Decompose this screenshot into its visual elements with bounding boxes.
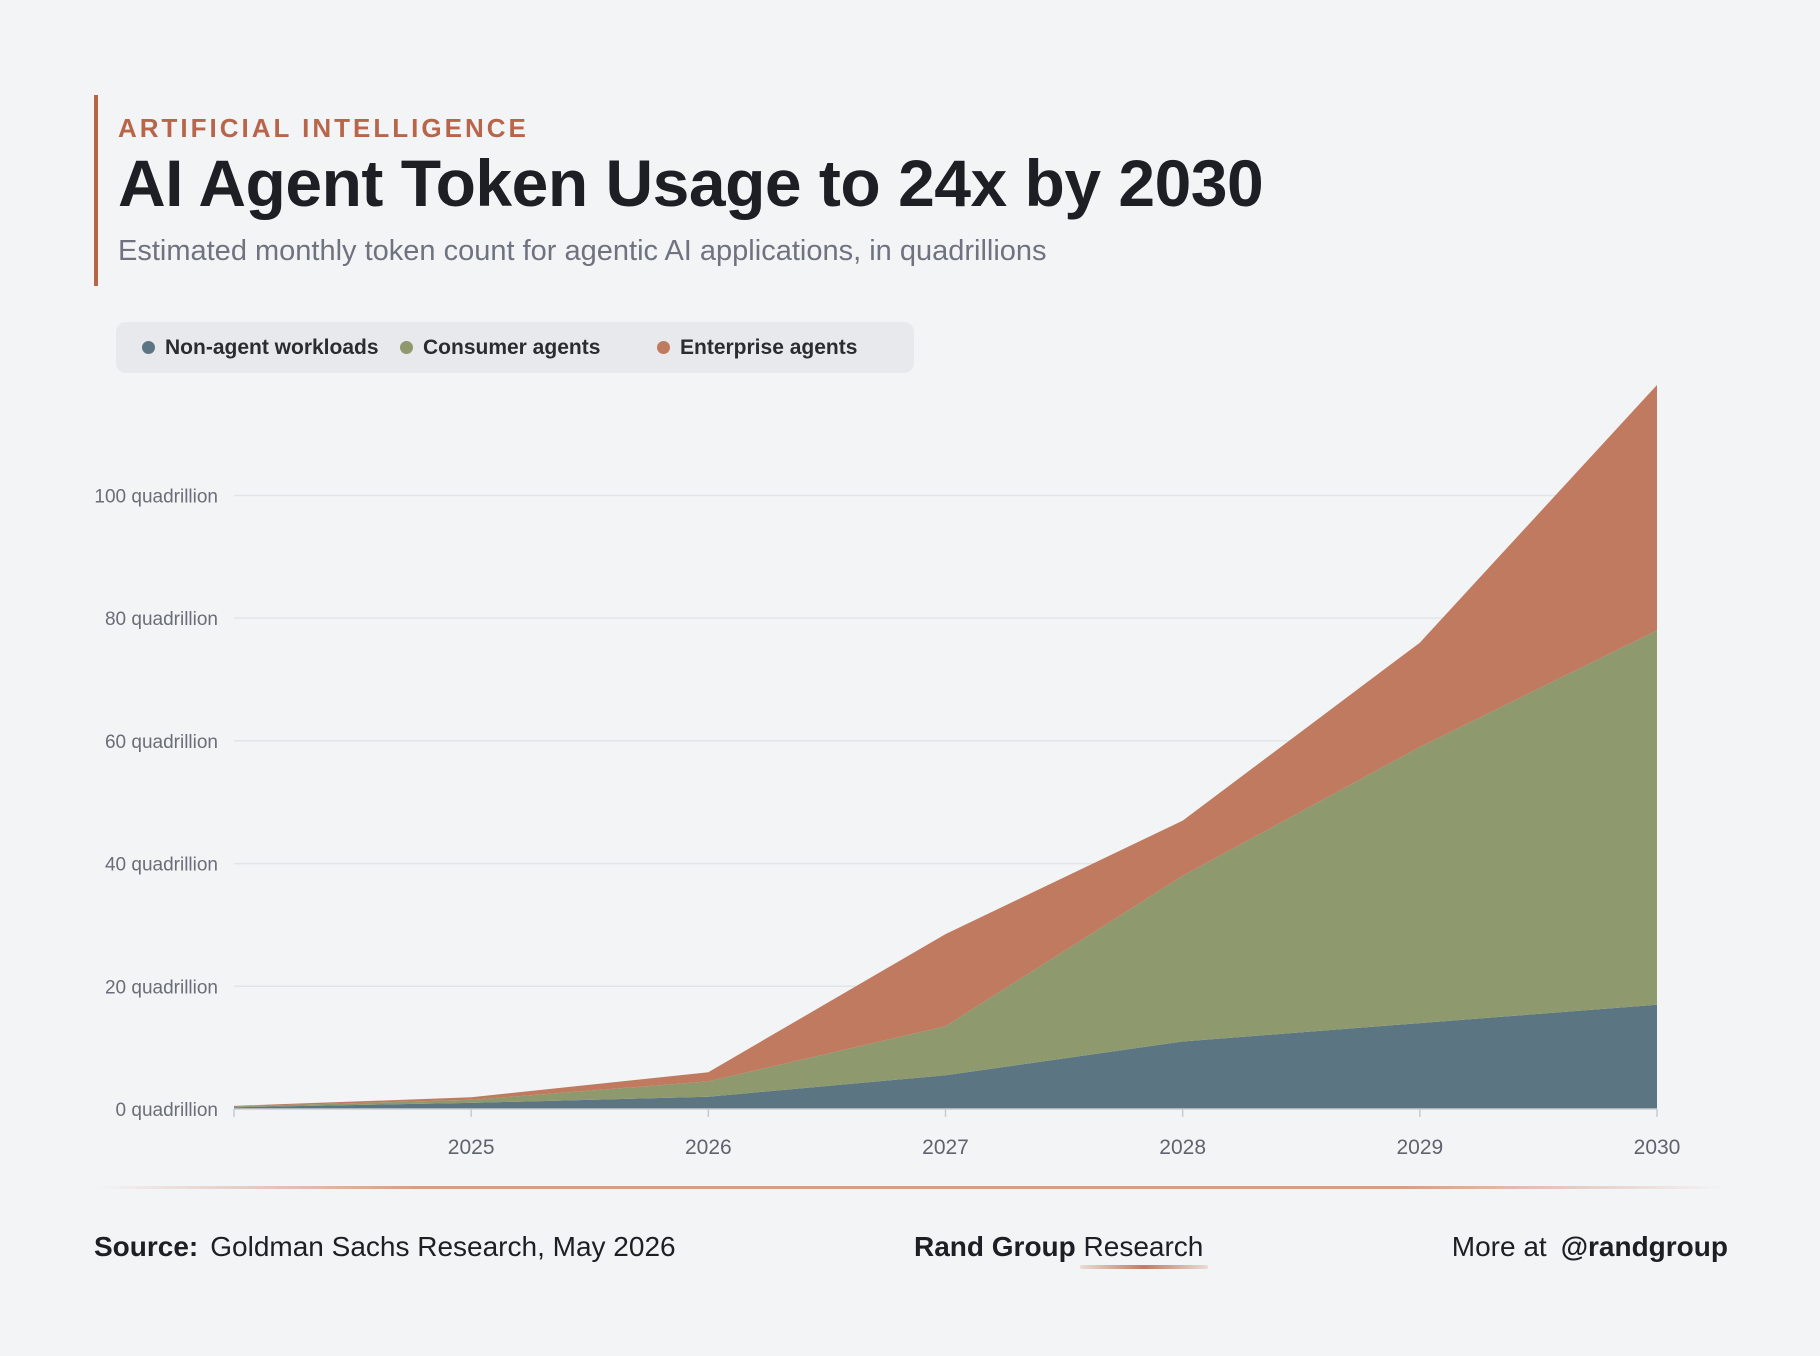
y-tick-label: 100 quadrillion — [94, 486, 218, 507]
legend-item-enterprise: Enterprise agents — [657, 322, 857, 373]
page-title: AI Agent Token Usage to 24x by 2030 — [118, 146, 1264, 220]
chart-legend: Non-agent workloads Consumer agents Ente… — [116, 322, 914, 373]
area-enterprise-agents — [234, 385, 1657, 1107]
area-non-agent-workloads — [234, 1004, 1657, 1109]
y-tick-label: 20 quadrillion — [105, 977, 218, 998]
brand-mark: Rand Group Research — [914, 1231, 1203, 1263]
brand-underline — [1080, 1265, 1208, 1269]
kicker-label: ARTIFICIAL INTELLIGENCE — [118, 113, 529, 143]
x-tick-label: 2028 — [1159, 1136, 1206, 1159]
source-text: Goldman Sachs Research, May 2026 — [210, 1231, 676, 1262]
y-tick-label: 80 quadrillion — [105, 609, 218, 630]
source-line: Source: Goldman Sachs Research, May 2026 — [94, 1231, 676, 1263]
legend-label: Consumer agents — [423, 335, 601, 359]
more-at[interactable]: More at @randgroup — [1452, 1231, 1728, 1263]
social-handle-link[interactable]: @randgroup — [1560, 1231, 1728, 1262]
legend-item-consumer: Consumer agents — [400, 322, 600, 373]
more-label: More at — [1451, 1231, 1547, 1262]
y-tick-label: 40 quadrillion — [105, 855, 218, 876]
area-consumer-agents — [234, 630, 1657, 1108]
x-tick-label: 2025 — [448, 1136, 495, 1159]
legend-label: Enterprise agents — [680, 335, 858, 359]
footer-divider — [94, 1186, 1726, 1189]
legend-label: Non-agent workloads — [165, 335, 379, 359]
header-block: ARTIFICIAL INTELLIGENCE AI Agent Token U… — [94, 95, 1494, 286]
x-tick-label: 2027 — [922, 1136, 969, 1159]
legend-dot-icon — [142, 341, 155, 354]
legend-dot-icon — [400, 341, 413, 354]
brand-name-bold: Rand Group — [914, 1231, 1076, 1262]
brand-name-regular: Research — [1083, 1231, 1204, 1262]
x-tick-label: 2030 — [1634, 1136, 1681, 1159]
legend-dot-icon — [657, 341, 670, 354]
legend-item-non-agent: Non-agent workloads — [142, 322, 379, 373]
y-tick-label: 60 quadrillion — [105, 732, 218, 753]
x-tick-label: 2026 — [685, 1136, 732, 1159]
x-tick-label: 2029 — [1396, 1136, 1443, 1159]
source-label: Source: — [94, 1231, 199, 1262]
y-tick-label: 0 quadrillion — [116, 1100, 218, 1121]
page-subtitle: Estimated monthly token count for agenti… — [118, 235, 1047, 267]
